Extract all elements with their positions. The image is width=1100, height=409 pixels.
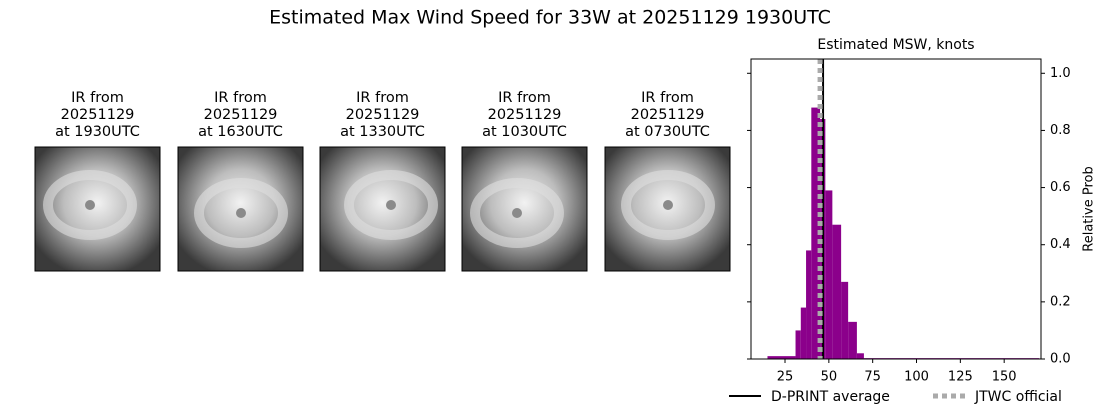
panel-title: IR from (214, 90, 267, 106)
panel-title: 20251129 (61, 107, 135, 123)
x-tick-label: 25 (777, 370, 794, 385)
storm-eye (663, 200, 673, 210)
ir-image (34, 146, 161, 272)
y-tick-label: 0.2 (1050, 294, 1071, 309)
bar (841, 281, 849, 359)
panel-title: at 1330UTC (340, 124, 425, 140)
bar (795, 330, 801, 359)
storm-eye (236, 208, 246, 218)
panel-title: IR from (641, 90, 694, 106)
panel-title: at 0730UTC (625, 124, 710, 140)
bar (848, 321, 857, 359)
cloud-band (621, 170, 715, 240)
chart-title: Estimated MSW, knots (817, 37, 974, 53)
bar (825, 190, 833, 359)
storm-eye (386, 200, 396, 210)
cloud-band (470, 178, 564, 248)
y-axis-label: Relative Prob (1082, 166, 1097, 251)
y-tick-label: 0.4 (1050, 237, 1071, 252)
bar (800, 307, 807, 359)
legend-label: D-PRINT average (771, 389, 890, 405)
panel-title: 20251129 (346, 107, 420, 123)
bar (832, 224, 842, 359)
figure-title: Estimated Max Wind Speed for 33W at 2025… (269, 7, 831, 29)
panel-title: 20251129 (631, 107, 705, 123)
ir-image (461, 146, 588, 272)
storm-eye (85, 200, 95, 210)
cloud-band (344, 170, 438, 240)
panel-title: IR from (71, 90, 124, 106)
panel-title: at 1930UTC (55, 124, 140, 140)
bar (856, 353, 864, 359)
y-tick-label: 1.0 (1050, 66, 1071, 81)
plot-frame (750, 58, 1042, 360)
panel-title: IR from (356, 90, 409, 106)
x-tick-label: 50 (821, 370, 838, 385)
cloud-band (43, 170, 137, 240)
bar (811, 107, 821, 359)
panel-title: at 1030UTC (482, 124, 567, 140)
x-tick-label: 125 (948, 370, 973, 385)
x-tick-label: 150 (992, 370, 1017, 385)
y-tick-label: 0.6 (1050, 180, 1071, 195)
y-tick-label: 0.8 (1050, 123, 1071, 138)
ir-image (319, 146, 446, 272)
panel-title: 20251129 (204, 107, 278, 123)
panel-title: IR from (498, 90, 551, 106)
y-tick-label: 0.0 (1050, 352, 1071, 367)
legend-label: JTWC official (974, 389, 1062, 405)
panel-title: 20251129 (488, 107, 562, 123)
x-tick-label: 100 (904, 370, 929, 385)
cloud-band (194, 178, 288, 248)
bar (767, 356, 796, 359)
panel-title: at 1630UTC (198, 124, 283, 140)
storm-eye (512, 208, 522, 218)
bar (806, 250, 812, 359)
x-tick-label: 75 (864, 370, 881, 385)
